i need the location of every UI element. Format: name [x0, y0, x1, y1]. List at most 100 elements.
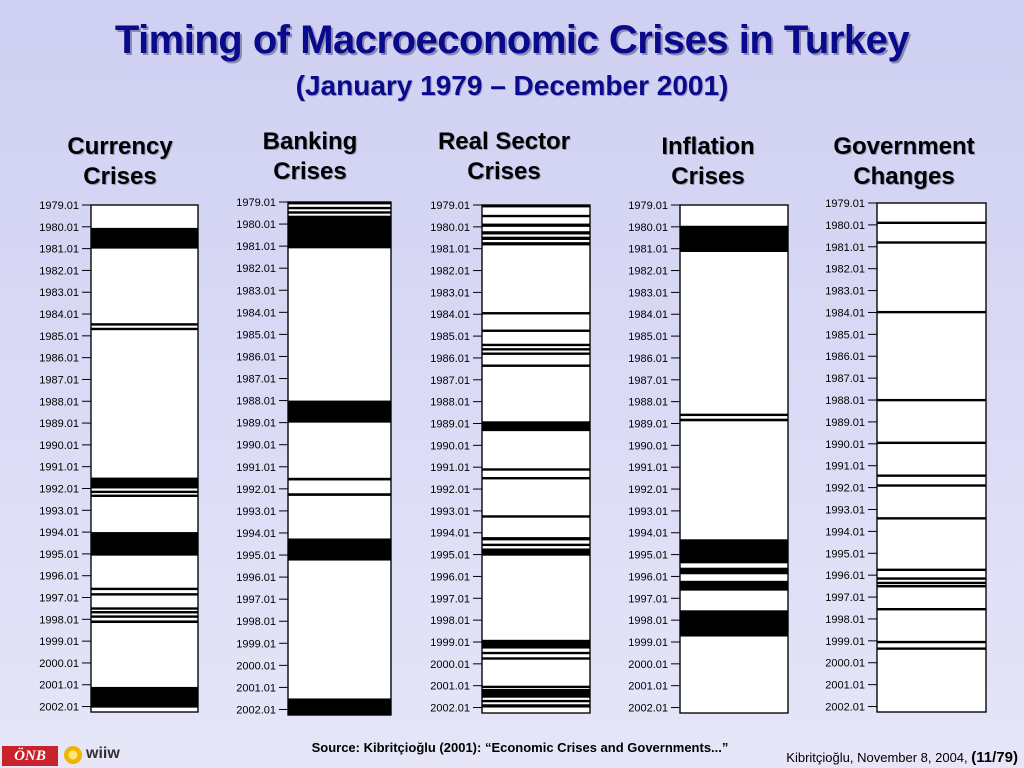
year-tick-label: 1996.01 [236, 572, 276, 584]
year-tick-label: 1983.01 [236, 285, 276, 297]
crisis-period-bar [91, 323, 198, 326]
inflation-crises-title-line1: Inflation [661, 133, 755, 160]
timeline-panel-1: 1979.01 1980.01 1981.01 1982.01 1983.01 1984.… [39, 200, 199, 714]
crisis-period-bar [91, 607, 198, 610]
currency-crises-title-line2: Crises [83, 163, 157, 190]
year-tick-label: 1984.01 [39, 309, 79, 321]
crisis-period-bar [877, 517, 986, 520]
year-tick-label: 1992.01 [628, 484, 668, 496]
year-tick-label: 1985.01 [825, 329, 865, 341]
year-tick-label: 1980.01 [236, 219, 276, 231]
crisis-period-bar [482, 543, 590, 547]
year-tick-label: 1981.01 [825, 242, 865, 254]
year-tick-label: 1984.01 [430, 309, 470, 321]
currency-crises-title-line1: Currency [67, 133, 173, 160]
year-tick-label: 2001.01 [825, 680, 865, 692]
inflation-crises-title-line2: Crises [671, 163, 745, 190]
year-tick-label: 1983.01 [825, 286, 865, 298]
year-tick-label: 1987.01 [430, 375, 470, 387]
year-tick-label: 2002.01 [628, 703, 668, 715]
crisis-period-bar [877, 474, 986, 477]
crisis-period-bar [288, 206, 391, 210]
year-tick-label: 1990.01 [39, 440, 79, 452]
year-tick-label: 2002.01 [39, 702, 79, 714]
crisis-period-bar [288, 211, 391, 214]
year-tick-label: 1991.01 [430, 462, 470, 474]
year-tick-label: 2002.01 [236, 704, 276, 716]
banking-crises-title: Banking Crises [220, 127, 400, 187]
slide-subtitle: (January 1979 – December 2001) [295, 70, 729, 101]
year-tick-label: 1979.01 [628, 200, 668, 212]
year-tick-label: 1997.01 [430, 593, 470, 605]
crisis-period-bar [482, 515, 590, 518]
year-tick-label: 1993.01 [236, 506, 276, 518]
year-tick-label: 1980.01 [39, 222, 79, 234]
crisis-period-bar [482, 657, 590, 660]
crisis-period-bar [482, 651, 590, 655]
year-tick-label: 1997.01 [628, 593, 668, 605]
year-tick-label: 1994.01 [430, 528, 470, 540]
year-tick-label: 1993.01 [825, 504, 865, 516]
year-tick-label: 1983.01 [628, 287, 668, 299]
crisis-period-bar [482, 205, 590, 208]
year-tick-label: 1983.01 [430, 287, 470, 299]
year-tick-label: 1995.01 [825, 548, 865, 560]
crisis-period-bar [877, 484, 986, 487]
crisis-period-bar [680, 418, 788, 422]
real-sector-crises-title-line1: Real Sector [437, 128, 571, 155]
crisis-period-bar [877, 441, 986, 445]
year-tick-label: 1997.01 [825, 592, 865, 604]
slide-title: Timing of Macroeconomic Crises in Turkey [114, 18, 910, 62]
timeline-frame-outline [287, 201, 392, 716]
source-note: Source: Kibritçioğlu (2001): “Economic C… [311, 740, 729, 755]
year-tick-label: 1996.01 [825, 570, 865, 582]
year-tick-label: 2001.01 [628, 681, 668, 693]
timeline-frame [876, 202, 987, 713]
timeline-frame-outline [679, 204, 789, 714]
year-tick-label: 1997.01 [39, 593, 79, 605]
crisis-period-bar [288, 477, 391, 481]
crisis-period-bar [877, 398, 986, 402]
year-tick-label: 1992.01 [39, 483, 79, 495]
real-sector-crises-title: Real Sector Crises [414, 127, 594, 187]
year-tick-label: 1980.01 [628, 222, 668, 234]
year-tick-label: 1996.01 [39, 571, 79, 583]
real-sector-crises-title-line2: Crises [467, 158, 541, 185]
year-tick-label: 1992.01 [825, 483, 865, 495]
year-tick-label: 1989.01 [430, 418, 470, 430]
crisis-period-bar [482, 639, 590, 649]
year-tick-label: 1990.01 [236, 440, 276, 452]
year-tick-label: 1998.01 [430, 615, 470, 627]
crisis-period-bar [877, 221, 986, 225]
year-tick-label: 1987.01 [825, 373, 865, 385]
government-changes-title-line2: Changes [853, 163, 955, 190]
timeline-frame [90, 204, 199, 713]
crisis-period-bar [877, 577, 986, 580]
year-tick-label: 1980.01 [430, 222, 470, 234]
year-tick-label: 1999.01 [236, 638, 276, 650]
credit-line: Kibritçioğlu, November 8, 2004, (11/79) [786, 749, 1018, 766]
inflation-crises-title: Inflation Crises [618, 132, 798, 192]
crisis-period-bar [680, 610, 788, 637]
crisis-period-bar [288, 400, 391, 423]
year-tick-label: 1995.01 [39, 549, 79, 561]
crisis-period-bar [91, 615, 198, 618]
year-tick-label: 1992.01 [236, 484, 276, 496]
year-tick-label: 1999.01 [430, 637, 470, 649]
year-tick-label: 1990.01 [825, 439, 865, 451]
crisis-period-bar [482, 242, 590, 246]
year-tick-label: 1991.01 [236, 462, 276, 474]
year-tick-label: 1993.01 [430, 506, 470, 518]
timeline-frame [679, 204, 789, 714]
year-tick-label: 2000.01 [628, 659, 668, 671]
crisis-period-bar [877, 647, 986, 650]
year-tick-label: 1982.01 [430, 266, 470, 278]
crisis-period-bar [482, 231, 590, 235]
crisis-period-bar [680, 413, 788, 417]
year-tick-label: 1992.01 [430, 484, 470, 496]
year-tick-label: 1995.01 [236, 550, 276, 562]
year-tick-label: 1980.01 [825, 220, 865, 232]
timeline-panel-2: 1979.01 1980.01 1981.01 1982.01 1983.01 1984.… [236, 197, 392, 716]
crisis-period-bar [482, 688, 590, 698]
